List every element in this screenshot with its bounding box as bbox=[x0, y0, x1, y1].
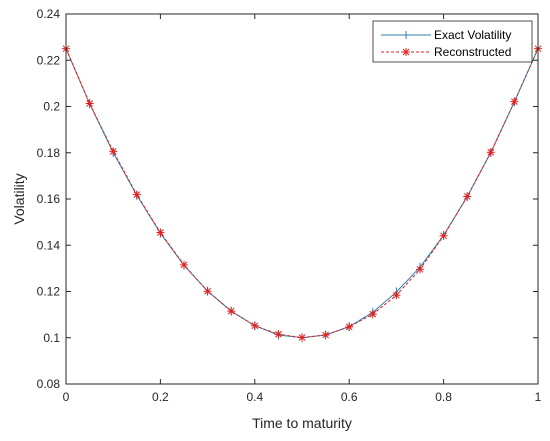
x-tick-label: 0.4 bbox=[246, 390, 263, 404]
data-point-reconstructed bbox=[156, 228, 165, 237]
marker-stroke bbox=[511, 98, 518, 105]
series-layer bbox=[62, 44, 542, 343]
x-tick-label: 0.2 bbox=[152, 390, 169, 404]
marker-stroke bbox=[86, 100, 93, 107]
data-point-reconstructed bbox=[274, 330, 283, 339]
marker-stroke bbox=[109, 148, 117, 155]
x-tick-label: 0.8 bbox=[435, 390, 452, 404]
data-point-reconstructed bbox=[109, 147, 118, 156]
marker-stroke bbox=[345, 323, 353, 331]
data-point-reconstructed bbox=[132, 190, 141, 199]
series-line-reconstructed bbox=[65, 48, 539, 339]
data-point-reconstructed bbox=[345, 322, 354, 331]
data-point-reconstructed bbox=[180, 260, 188, 269]
data-point-reconstructed bbox=[298, 333, 306, 342]
data-point-reconstructed bbox=[510, 97, 519, 106]
marker-stroke bbox=[416, 265, 424, 273]
legend: Exact Volatility Reconstructed bbox=[372, 20, 533, 63]
marker-stroke bbox=[227, 307, 235, 315]
marker-stroke bbox=[204, 287, 211, 295]
marker-stroke bbox=[157, 229, 164, 236]
y-tick-label: 0.08 bbox=[37, 377, 61, 391]
legend-reconstructed-label: Reconstructed bbox=[434, 45, 511, 59]
marker-stroke bbox=[251, 322, 259, 330]
x-tick-label: 0.6 bbox=[341, 390, 358, 404]
y-tick-label: 0.14 bbox=[37, 238, 61, 252]
marker-stroke bbox=[440, 232, 447, 240]
legend-box bbox=[372, 20, 533, 63]
data-point-reconstructed bbox=[227, 307, 236, 316]
data-point-reconstructed bbox=[486, 148, 495, 157]
data-point-reconstructed bbox=[416, 265, 424, 274]
y-tick-label: 0.1 bbox=[43, 331, 60, 345]
y-tick-label: 0.2 bbox=[43, 100, 60, 114]
data-point-reconstructed bbox=[463, 192, 472, 201]
marker-stroke bbox=[298, 334, 306, 341]
x-axis-ticks: 0 0.2 0.4 0.6 0.8 1 bbox=[63, 14, 542, 404]
legend-exact-label: Exact Volatility bbox=[434, 28, 511, 42]
x-tick-label: 0 bbox=[63, 390, 70, 404]
y-tick-label: 0.12 bbox=[37, 285, 61, 299]
legend-reconstructed-marker bbox=[402, 48, 410, 56]
marker-stroke bbox=[322, 331, 329, 339]
marker-stroke bbox=[487, 148, 495, 156]
marker-stroke bbox=[463, 193, 471, 200]
y-tick-label: 0.22 bbox=[37, 53, 61, 67]
marker-stroke bbox=[275, 330, 282, 338]
marker-stroke bbox=[180, 261, 188, 269]
y-tick-label: 0.16 bbox=[37, 192, 61, 206]
y-axis-ticks: 0.08 0.1 0.12 0.14 0.16 0.18 0.2 0.22 0.24 bbox=[37, 7, 538, 391]
data-point-reconstructed bbox=[203, 287, 212, 296]
data-point-reconstructed bbox=[392, 291, 401, 300]
data-point-reconstructed bbox=[368, 310, 377, 319]
marker-stroke bbox=[369, 310, 377, 318]
marker-stroke bbox=[393, 291, 400, 299]
marker-stroke bbox=[133, 191, 141, 198]
y-tick-label: 0.24 bbox=[37, 7, 61, 21]
plot-background bbox=[66, 14, 538, 384]
x-axis-label: Time to maturity bbox=[252, 415, 352, 431]
y-axis-label: Volatility bbox=[11, 173, 27, 224]
data-point-reconstructed bbox=[321, 330, 330, 339]
data-point-reconstructed bbox=[250, 321, 259, 330]
data-point-reconstructed bbox=[439, 231, 448, 240]
x-tick-label: 1 bbox=[535, 390, 542, 404]
data-point-reconstructed bbox=[85, 99, 94, 108]
y-tick-label: 0.18 bbox=[37, 146, 61, 160]
